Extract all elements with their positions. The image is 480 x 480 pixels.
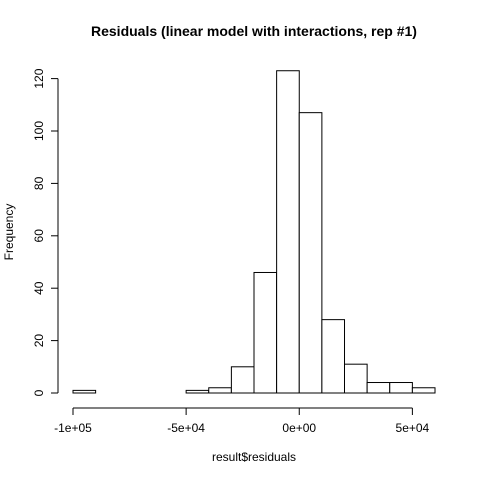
histogram-bar (390, 383, 413, 393)
histogram-bar (277, 71, 300, 393)
histogram-bar (299, 113, 322, 393)
y-tick-label: 0 (32, 389, 46, 396)
x-axis: -1e+05 -5e+04 0e+00 5e+04 (54, 408, 429, 435)
histogram-bar (254, 272, 277, 393)
chart-title: Residuals (linear model with interaction… (91, 23, 417, 39)
x-tick-label: 5e+04 (396, 421, 430, 435)
x-tick-label: -1e+05 (54, 421, 92, 435)
y-tick-label: 60 (32, 229, 46, 243)
histogram-bar (231, 367, 254, 393)
y-tick-label: 80 (32, 176, 46, 190)
x-tick-label: 0e+00 (282, 421, 316, 435)
histogram-bar (322, 320, 345, 393)
y-tick-label: 20 (32, 334, 46, 348)
histogram-bars (73, 71, 435, 393)
y-axis: 0 20 40 60 80 100 120 (32, 68, 58, 396)
histogram-bar (412, 388, 435, 393)
y-tick-label: 120 (32, 68, 46, 88)
x-axis-label: result$residuals (212, 450, 296, 464)
histogram-bar (209, 388, 232, 393)
histogram-bar (73, 390, 96, 393)
y-axis-label: Frequency (2, 204, 16, 261)
histogram-bar (345, 364, 368, 393)
x-tick-label: -5e+04 (167, 421, 205, 435)
histogram-bar (367, 383, 390, 393)
histogram-bar (186, 390, 209, 393)
y-tick-label: 100 (32, 121, 46, 141)
y-tick-label: 40 (32, 281, 46, 295)
